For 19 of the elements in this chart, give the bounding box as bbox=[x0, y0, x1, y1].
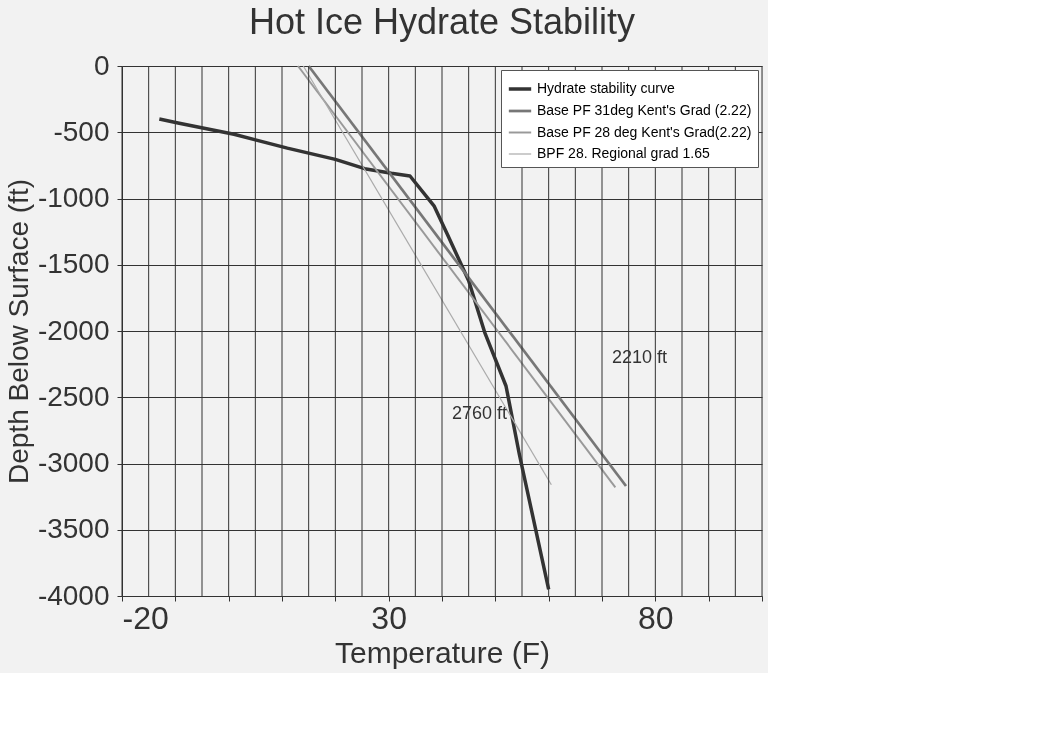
y-tick-label: -4000 bbox=[37, 579, 110, 611]
y-tick-label: -3000 bbox=[37, 447, 110, 478]
x-tick-label: 80 bbox=[638, 599, 674, 636]
y-tick-label: -1500 bbox=[37, 248, 110, 280]
legend-label: Base PF 28 deg Kent's Grad(2.22) bbox=[537, 123, 752, 140]
chart-title: Hot Ice Hydrate Stability bbox=[248, 1, 636, 42]
x-tick-label: -20 bbox=[122, 599, 169, 636]
x-axis-title: Temperature (F) bbox=[334, 635, 551, 669]
y-tick-label: -2500 bbox=[37, 380, 110, 412]
y-tick-label: -500 bbox=[53, 115, 110, 147]
legend-label: BPF 28. Regional grad 1.65 bbox=[537, 145, 710, 161]
legend-label: Base PF 31deg Kent's Grad (2.22) bbox=[537, 102, 752, 118]
y-axis-title: Depth Below Surface (ft) bbox=[2, 178, 34, 485]
y-tick-label: 0 bbox=[93, 49, 110, 81]
legend-label: Hydrate stability curve bbox=[537, 80, 675, 96]
y-tick-label: -3500 bbox=[37, 513, 110, 545]
x-tick-label: 30 bbox=[371, 599, 407, 636]
y-tick-label: -2000 bbox=[37, 314, 110, 346]
y-tick-label: -1000 bbox=[37, 182, 110, 213]
